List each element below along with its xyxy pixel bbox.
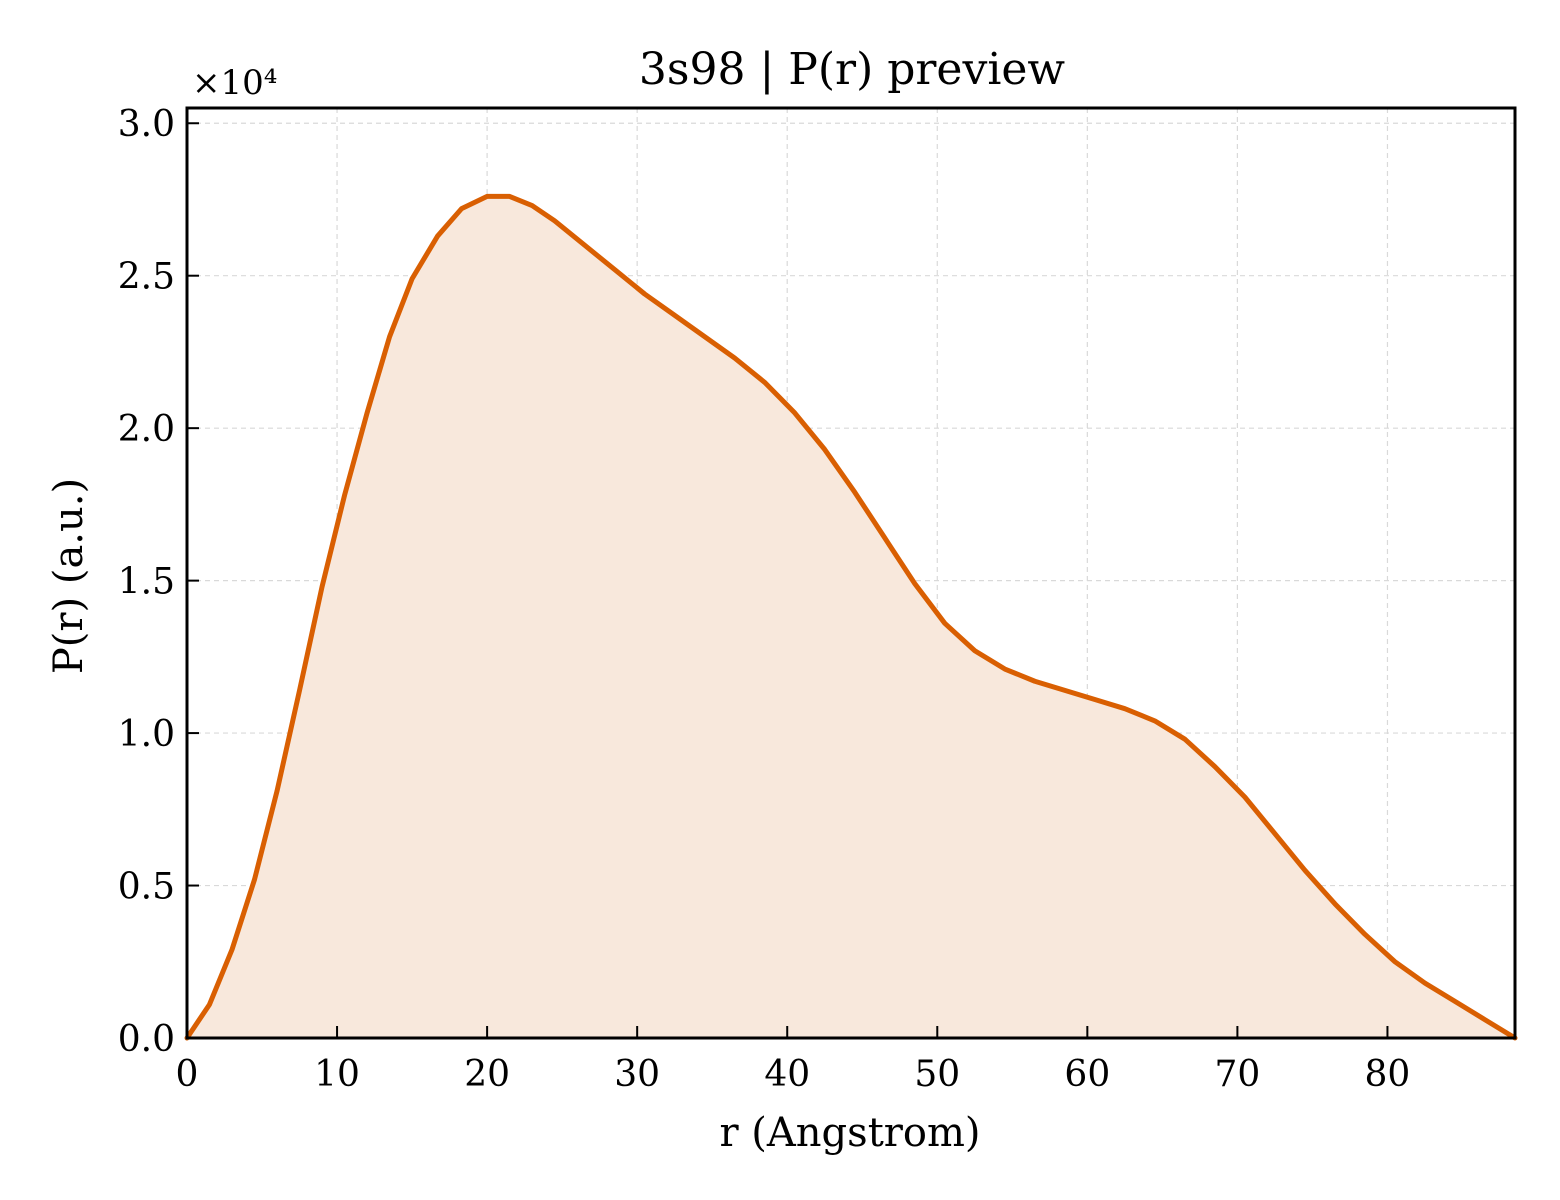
y-tick-label: 0.5 [118,867,175,908]
x-tick-label: 70 [1214,1054,1260,1095]
axes-frame [185,106,1517,1040]
series-fill-area [187,196,1515,1038]
y-offset-label: ×10⁴ [192,63,277,103]
axes-layer [185,106,1517,1040]
x-tick-label: 20 [464,1054,510,1095]
chart-title: 3s98 | P(r) preview [639,44,1066,95]
y-tick-label: 2.0 [118,409,175,450]
tick-layer: 0 10 20 30 40 50 60 70 80 0.0 0.5 1.0 1.5 2.0 2.5 3.0 [118,104,1411,1095]
x-tick-label: 50 [914,1054,960,1095]
y-tick-label: 1.5 [118,562,175,603]
y-tick-label: 3.0 [118,104,175,145]
x-tick-label: 80 [1365,1054,1411,1095]
x-tick-label: 10 [314,1054,360,1095]
line-layer [184,193,1518,1041]
y-tick-label: 0.0 [118,1019,175,1060]
y-tick-label: 1.0 [118,714,175,755]
x-tick-label: 30 [614,1054,660,1095]
fill-layer [187,196,1515,1038]
x-tick-label: 40 [764,1054,810,1095]
y-axis-label: P(r) (a.u.) [46,478,92,674]
series-line [184,193,1518,1041]
y-tick-label: 2.5 [118,257,175,298]
x-tick-label: 0 [176,1054,199,1095]
x-tick-label: 60 [1064,1054,1110,1095]
x-axis-label: r (Angstrom) [719,1110,980,1156]
